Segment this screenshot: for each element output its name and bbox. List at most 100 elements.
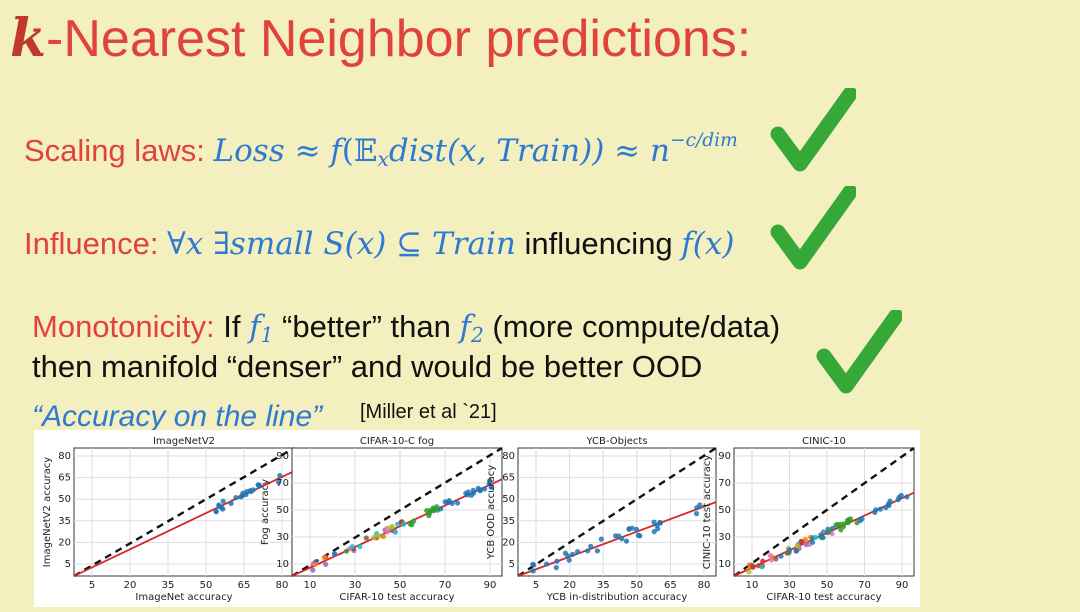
data-point xyxy=(321,555,328,561)
monotonicity-line: Monotonicity: If f1 “better” than f2 (mo… xyxy=(32,309,780,347)
data-point xyxy=(873,507,879,513)
data-point xyxy=(566,557,572,563)
data-point xyxy=(594,548,601,554)
data-point xyxy=(657,520,663,526)
data-point xyxy=(276,479,282,485)
data-point xyxy=(786,547,793,553)
data-point xyxy=(312,561,318,567)
data-point xyxy=(240,490,246,496)
y-tick-label: 70 xyxy=(276,478,289,489)
data-point xyxy=(759,564,765,570)
data-point xyxy=(802,536,809,543)
data-point xyxy=(896,494,902,500)
data-point xyxy=(233,495,239,501)
x-axis-label: CIFAR-10 test accuracy xyxy=(766,592,881,603)
y-tick-label: 5 xyxy=(65,559,71,570)
data-point xyxy=(834,521,841,527)
y-tick-label: 10 xyxy=(276,559,289,570)
data-point xyxy=(626,526,632,532)
data-point xyxy=(531,562,537,568)
data-point xyxy=(570,551,576,557)
y-tick-label: 80 xyxy=(58,451,71,462)
data-point xyxy=(554,558,560,564)
plot-title: ImageNetV2 xyxy=(153,436,215,447)
data-point xyxy=(841,521,847,527)
y-tick-label: 65 xyxy=(58,473,71,484)
data-point xyxy=(877,506,883,512)
x-tick-label: 90 xyxy=(484,580,497,591)
data-point xyxy=(219,505,225,511)
data-point xyxy=(411,518,417,524)
data-point xyxy=(446,499,452,505)
data-point xyxy=(323,561,329,567)
x-tick-label: 80 xyxy=(276,580,289,591)
scaling-formula-exp: −c/dim xyxy=(669,130,738,151)
y-axis-label: YCB OOD accuracy xyxy=(486,465,497,560)
data-point xyxy=(430,506,436,512)
x-tick-label: 50 xyxy=(200,580,213,591)
x-tick-label: 65 xyxy=(664,580,677,591)
data-point xyxy=(818,532,824,538)
data-point xyxy=(810,539,816,545)
data-point xyxy=(588,543,594,549)
data-point xyxy=(651,529,657,535)
data-point xyxy=(530,568,536,574)
data-point xyxy=(332,551,338,557)
data-point xyxy=(651,519,657,525)
data-point xyxy=(438,506,444,512)
influence-fx: f(x) xyxy=(681,226,735,262)
x-tick-label: 10 xyxy=(746,580,759,591)
data-point xyxy=(426,513,432,519)
data-point xyxy=(793,548,799,554)
y-tick-label: 50 xyxy=(276,505,289,516)
data-point xyxy=(401,521,407,527)
data-point xyxy=(310,567,316,573)
data-point xyxy=(830,525,836,531)
x-tick-label: 65 xyxy=(238,580,251,591)
x-tick-label: 35 xyxy=(162,580,175,591)
y-tick-label: 5 xyxy=(509,559,515,570)
y-tick-label: 70 xyxy=(718,478,731,489)
mono-t3: (more compute/data) xyxy=(483,309,781,344)
influence-line: Influence: ∀x ∃small S(x) ⊆ Train influe… xyxy=(24,226,734,262)
y-equals-x-line xyxy=(733,447,915,577)
y-tick-label: 50 xyxy=(58,494,71,505)
x-tick-label: 20 xyxy=(124,580,137,591)
data-point xyxy=(773,556,779,562)
linear-fit-line xyxy=(517,501,717,577)
scaling-laws-line: Scaling laws: Loss ≈ f(𝔼xdist(x, Train))… xyxy=(24,130,738,171)
y-equals-x-line xyxy=(73,446,295,578)
data-point xyxy=(857,517,863,524)
x-tick-label: 30 xyxy=(349,580,362,591)
plot-title: CINIC-10 xyxy=(802,436,846,447)
data-point xyxy=(489,484,495,490)
x-tick-label: 70 xyxy=(439,580,452,591)
mono-t2: “better” than xyxy=(273,309,460,344)
scaling-formula-mid: (𝔼 xyxy=(341,132,378,169)
checkmark-icon xyxy=(770,88,856,172)
y-tick-label: 80 xyxy=(502,451,515,462)
data-point xyxy=(746,569,752,575)
y-tick-label: 20 xyxy=(502,537,515,548)
mono-f1-sub: 1 xyxy=(260,323,274,348)
data-point xyxy=(844,517,851,524)
data-point xyxy=(803,541,809,548)
scaling-formula-sub: x xyxy=(377,146,389,171)
x-tick-label: 35 xyxy=(597,580,610,591)
data-point xyxy=(633,526,640,532)
plot-title: CIFAR-10-C fog xyxy=(360,436,434,447)
data-point xyxy=(465,489,471,495)
x-tick-label: 30 xyxy=(783,580,796,591)
monotonicity-line-2: then manifold “denser” and would be bett… xyxy=(32,349,703,384)
x-tick-label: 50 xyxy=(394,580,407,591)
x-axis-label: YCB in-distribution accuracy xyxy=(546,592,688,603)
y-tick-label: 65 xyxy=(502,473,515,484)
data-point xyxy=(544,561,550,567)
plot-title: YCB-Objects xyxy=(585,436,647,447)
y-equals-x-line xyxy=(517,446,717,578)
x-tick-label: 90 xyxy=(896,580,909,591)
y-axis-label: CINIC-10 test accuracy xyxy=(702,455,713,569)
y-tick-label: 35 xyxy=(502,516,515,527)
data-point xyxy=(623,538,630,544)
checkmark-icon xyxy=(816,310,902,394)
